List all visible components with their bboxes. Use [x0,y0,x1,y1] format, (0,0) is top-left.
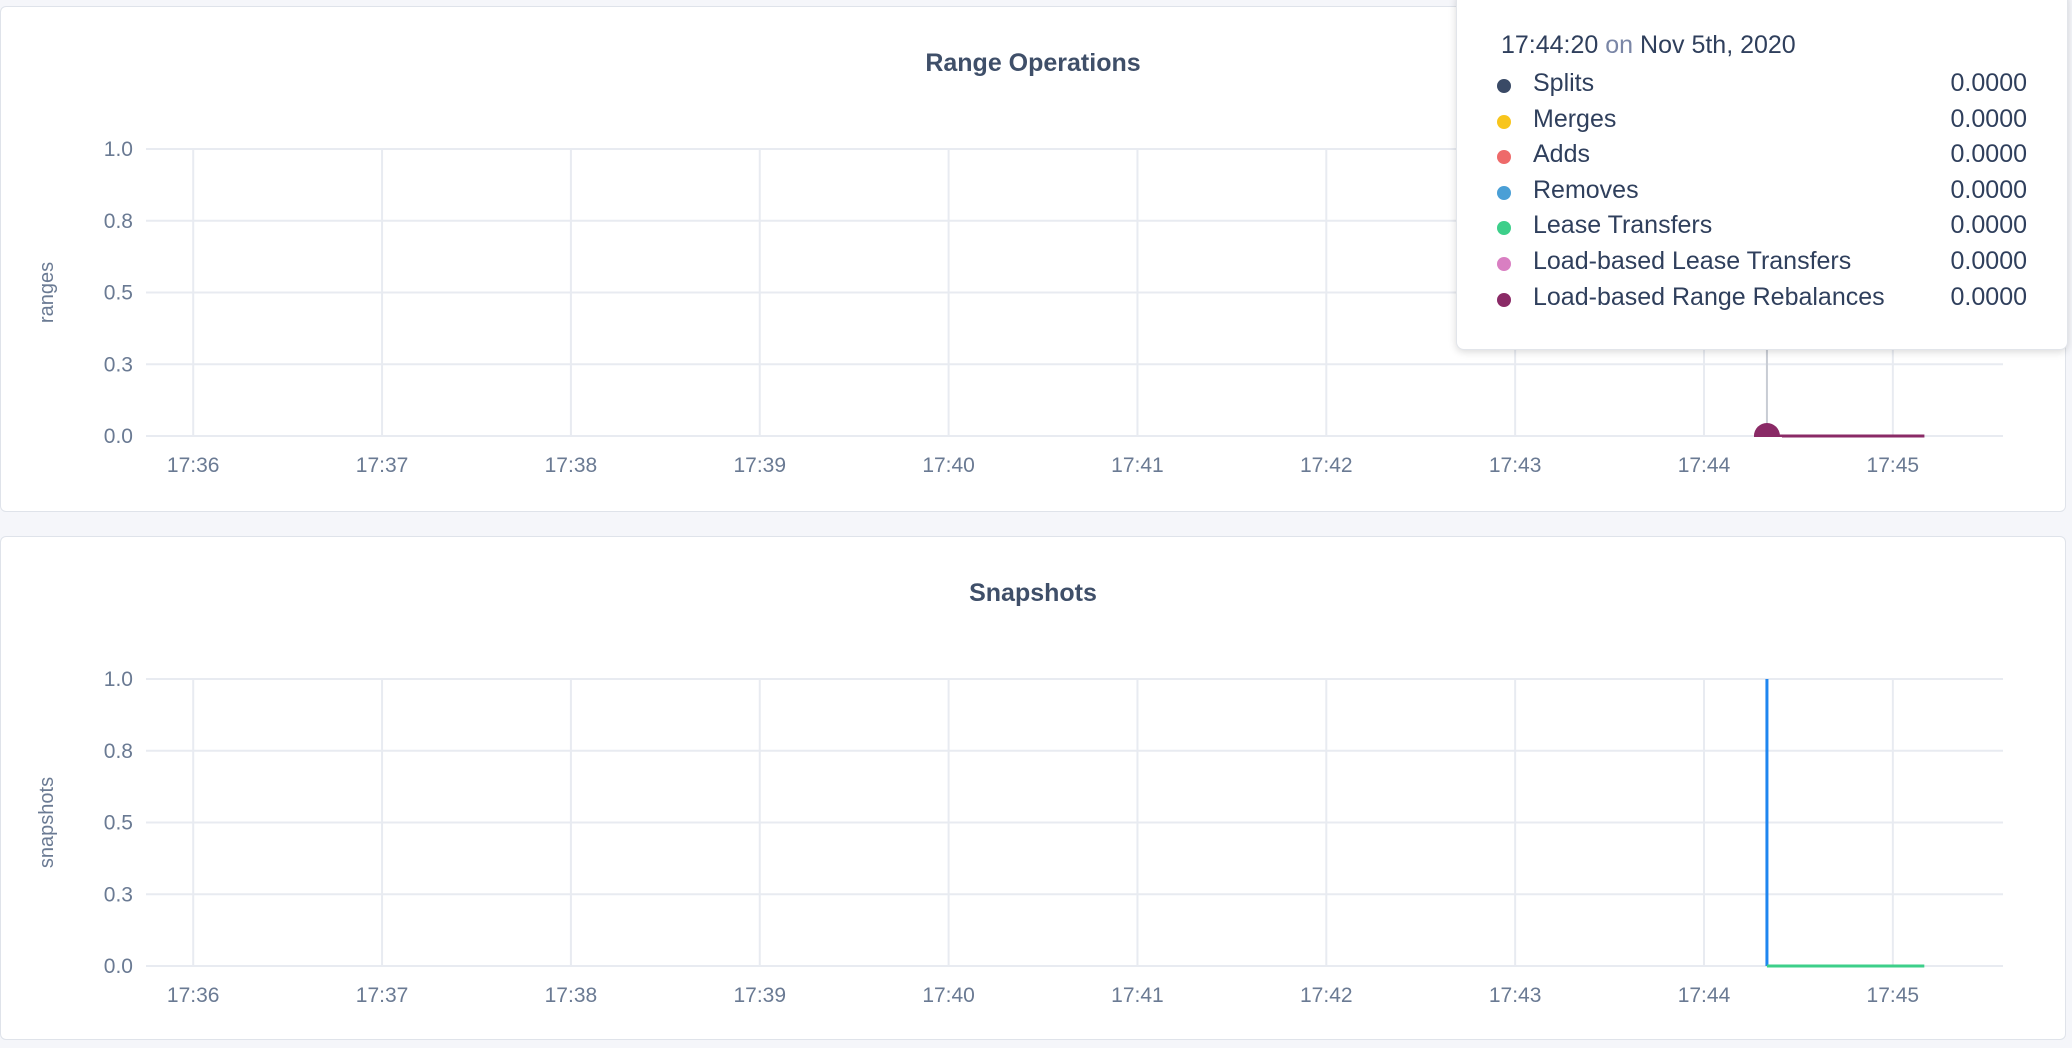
tooltip-series-value: 0.0000 [1950,247,2027,275]
tooltip-series-value: 0.0000 [1950,104,2027,133]
x-tick-label: 17:38 [545,984,598,1007]
tooltip-on: on [1605,31,1634,59]
legend-dot-icon [1497,257,1511,271]
x-tick-label: 17:43 [1489,454,1542,477]
tooltip-series-value: 0.0000 [1950,140,2027,169]
tooltip-series-name: Lease Transfers [1533,211,1713,240]
legend-dot-icon [1497,79,1511,93]
y-tick-label: 0.3 [104,353,133,376]
tooltip-time: 17:44:20 [1501,31,1599,59]
tooltip-series-name: Load-based Lease Transfers [1533,247,1852,275]
x-tick-label: 17:36 [167,984,220,1007]
y-tick-label: 0.0 [104,955,133,978]
tooltip-row: Load-based Range Rebalances 0.0000 [1497,283,2027,317]
tooltip-series-name: Removes [1533,175,1639,204]
tooltip-series-value: 0.0000 [1950,282,2027,311]
x-tick-label: 17:44 [1678,454,1731,477]
tooltip-series-value: 0.0000 [1950,211,2027,240]
tooltip-row: Merges 0.0000 [1497,105,2027,139]
tooltip-row: Load-based Lease Transfers 0.0000 [1497,247,2027,281]
y-tick-label: 1.0 [104,138,133,161]
x-tick-label: 17:45 [1867,984,1920,1007]
x-tick-label: 17:39 [733,984,786,1007]
x-tick-label: 17:39 [733,454,786,477]
legend-dot-icon [1497,292,1511,307]
y-tick-label: 0.8 [104,210,133,233]
chart-tooltip: 17:44:20 on Nov 5th, 2020 Splits 0.0000 Me… [1456,0,2068,350]
chart-title: Range Operations [925,49,1141,77]
x-tick-label: 17:44 [1678,984,1731,1007]
x-tick-label: 17:41 [1111,454,1164,477]
legend-dot-icon [1497,114,1511,129]
tooltip-series-name: Adds [1533,140,1590,169]
x-tick-label: 17:41 [1111,984,1164,1007]
x-tick-label: 17:43 [1489,984,1542,1007]
tooltip-row: Lease Transfers 0.0000 [1497,211,2027,245]
tooltip-row: Removes 0.0000 [1497,176,2027,210]
legend-dot-icon [1497,185,1511,200]
y-tick-label: 0.0 [104,425,133,448]
tooltip-title: 17:44:20 on Nov 5th, 2020 [1501,31,1796,60]
tooltip-row: Adds 0.0000 [1497,140,2027,174]
tooltip-series-name: Merges [1533,104,1617,133]
y-tick-label: 0.5 [104,812,133,835]
x-tick-label: 17:40 [922,984,975,1007]
tooltip-date: Nov 5th, 2020 [1640,31,1796,59]
y-axis-label: snapshots [36,777,58,868]
tooltip-series-name: Load-based Range Rebalances [1533,282,1885,311]
snapshots-panel: Snapshots 0.0 0.3 0.5 0.8 1.0 17:36 17:37 17:38… [0,536,2066,1040]
x-tick-label: 17:38 [545,454,598,477]
hover-point-mask [1751,437,1782,453]
y-tick-label: 0.3 [104,883,133,906]
legend-dot-icon [1497,150,1511,165]
x-tick-label: 17:36 [167,454,220,477]
tooltip-series-value: 0.0000 [1950,175,2027,204]
chart-title: Snapshots [969,579,1097,607]
x-tick-label: 17:42 [1300,454,1353,477]
y-tick-label: 0.5 [104,282,133,305]
tooltip-series-name: Splits [1533,69,1595,97]
y-axis-label: ranges [36,262,58,323]
x-tick-label: 17:40 [922,454,975,477]
x-tick-label: 17:37 [356,454,409,477]
tooltip-series-value: 0.0000 [1950,69,2027,97]
x-tick-label: 17:45 [1867,454,1920,477]
snapshots-chart[interactable]: 0.0 0.3 0.5 0.8 1.0 17:36 17:37 17:38 17:39 17:40… [1,537,2067,1041]
x-tick-label: 17:42 [1300,984,1353,1007]
y-tick-label: 0.8 [104,740,133,763]
legend-dot-icon [1497,221,1511,236]
y-tick-label: 1.0 [104,668,133,691]
x-tick-label: 17:37 [356,984,409,1007]
tooltip-row: Splits 0.0000 [1497,69,2027,103]
